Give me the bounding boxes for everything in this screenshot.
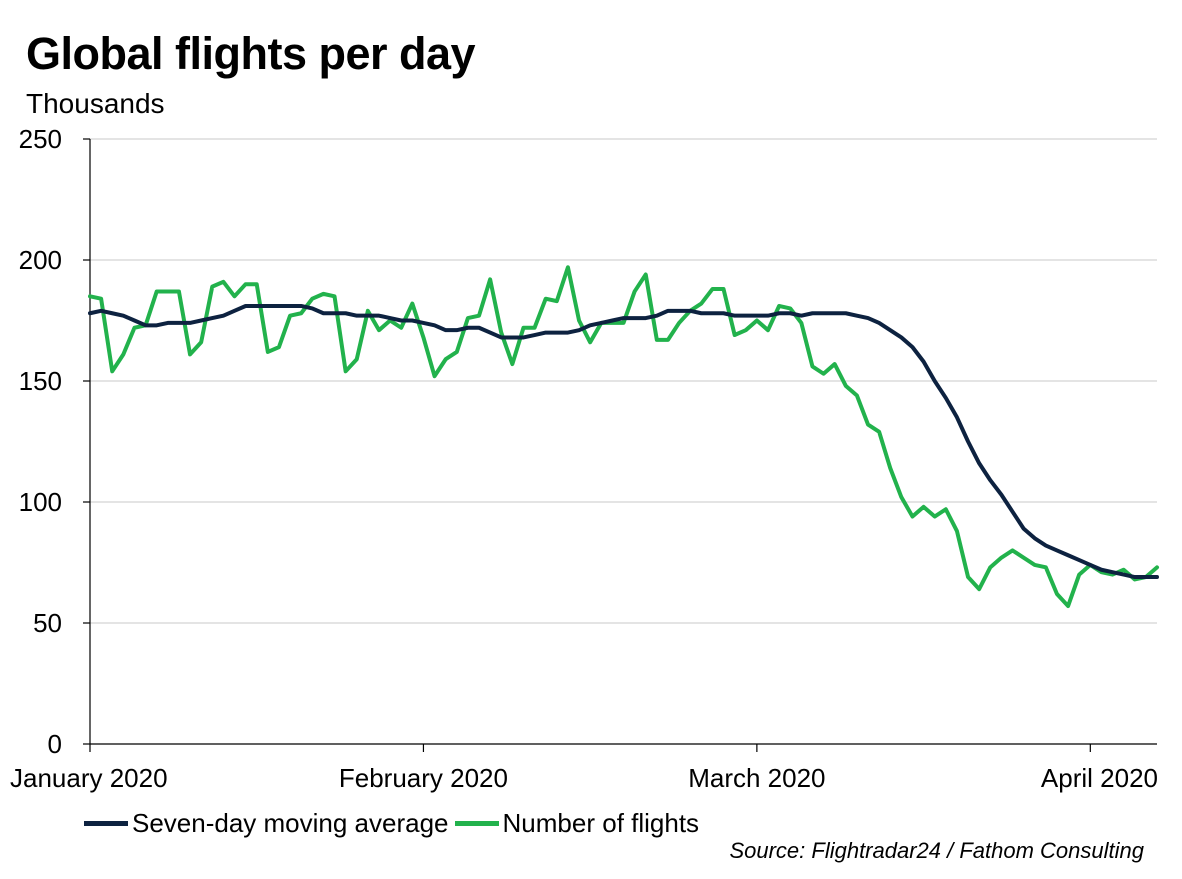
legend: Seven-day moving average Number of fligh…: [84, 808, 705, 839]
y-tick-label-50: 50: [33, 608, 62, 638]
chart-title: Global flights per day: [26, 28, 476, 79]
source-note: Source: Flightradar24 / Fathom Consultin…: [729, 838, 1144, 863]
x-tick-label-2: March 2020: [688, 763, 825, 793]
y-tick-label-100: 100: [19, 487, 62, 517]
y-tick-label-150: 150: [19, 366, 62, 396]
legend-swatch-moving-average: [84, 821, 128, 826]
x-tick-labels: January 2020 February 2020 March 2020 April…: [10, 763, 1158, 793]
legend-item-number-of-flights: Number of flights: [454, 808, 700, 839]
y-tick-label-250: 250: [19, 124, 62, 154]
gridlines: [90, 138, 1157, 624]
chart-plot: 0 50 100 150 200 250 January 2020 February 202…: [10, 124, 1159, 793]
axes: [83, 138, 1157, 752]
x-tick-label-0: January 2020: [10, 763, 168, 793]
legend-label-number-of-flights: Number of flights: [502, 808, 700, 838]
legend-item-moving-average: Seven-day moving average: [84, 808, 449, 839]
x-tick-label-1: February 2020: [339, 763, 508, 793]
y-axis-unit-label: Thousands: [26, 88, 165, 119]
y-tick-label-200: 200: [19, 245, 62, 275]
series-line-moving-average: [88, 303, 1159, 580]
legend-swatch-number-of-flights: [454, 821, 499, 826]
series-line-number-of-flights: [88, 265, 1159, 609]
x-tick-label-3: April 2020: [1041, 763, 1158, 793]
series-lines: [88, 265, 1159, 609]
legend-label-moving-average: Seven-day moving average: [132, 808, 449, 838]
y-tick-labels: 0 50 100 150 200 250: [19, 124, 62, 759]
y-tick-label-0: 0: [48, 729, 62, 759]
